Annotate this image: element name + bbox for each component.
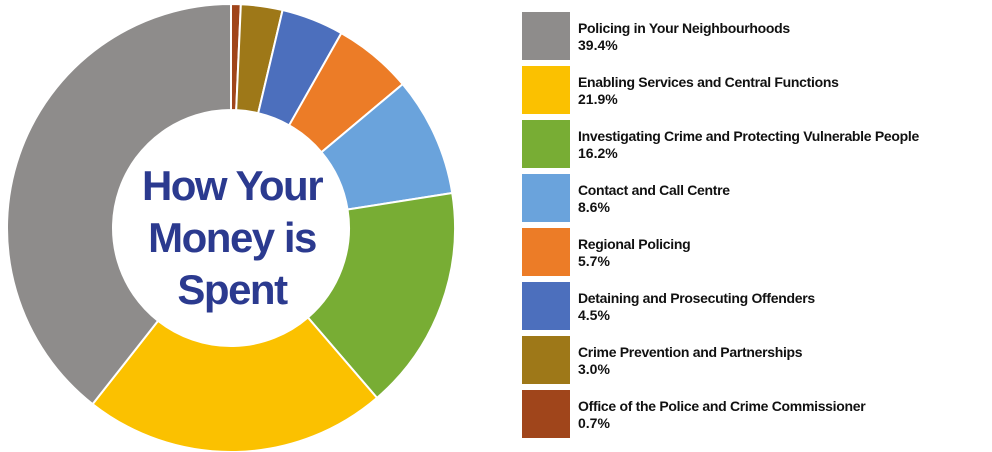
legend-swatch [522,390,570,438]
legend-item-regional-policing: Regional Policing 5.7% [522,228,988,276]
chart-title-line-3: Spent [177,266,288,313]
donut-slice-investigating-crime-and-protecting-vulnerable-people [306,191,456,400]
chart-title: How Your Money is Spent [112,160,352,316]
legend-swatch [522,228,570,276]
legend-item-opcc: Office of the Police and Crime Commissio… [522,390,988,438]
chart-title-line-1: How Your [141,162,324,209]
donut-chart [6,2,456,452]
legend-label: Regional Policing [578,236,691,252]
legend-label: Detaining and Prosecuting Offenders [578,290,815,306]
legend-item-investigating-crime: Investigating Crime and Protecting Vulne… [522,120,988,168]
legend-value: 21.9% [578,91,618,107]
legend-label: Contact and Call Centre [578,182,730,198]
legend-swatch [522,120,570,168]
donut-slice-enabling-services-and-central-functions [91,316,379,452]
legend-label: Crime Prevention and Partnerships [578,344,803,360]
chart-title-line-2: Money is [148,214,317,261]
legend-value: 4.5% [578,307,610,323]
legend-value: 5.7% [578,253,610,269]
legend-item-crime-prevention: Crime Prevention and Partnerships 3.0% [522,336,988,384]
legend-label: Investigating Crime and Protecting Vulne… [578,128,919,144]
legend-swatch [522,174,570,222]
legend-item-detaining-prosecuting: Detaining and Prosecuting Offenders 4.5% [522,282,988,330]
donut-slice-policing-in-your-neighbourhoods [6,2,232,406]
legend-swatch [522,336,570,384]
legend-item-policing-neighbourhoods: Policing in Your Neighbourhoods 39.4% [522,12,988,60]
legend-swatch [522,282,570,330]
legend-label: Office of the Police and Crime Commissio… [578,398,866,414]
legend-item-contact-call-centre: Contact and Call Centre 8.6% [522,174,988,222]
legend-item-enabling-services: Enabling Services and Central Functions … [522,66,988,114]
legend-swatch [522,12,570,60]
legend-value: 0.7% [578,415,610,431]
chart-legend: Policing in Your Neighbourhoods 39.4% En… [522,12,988,444]
legend-label: Policing in Your Neighbourhoods [578,20,790,36]
legend-swatch [522,66,570,114]
legend-label: Enabling Services and Central Functions [578,74,839,90]
legend-value: 3.0% [578,361,610,377]
legend-value: 16.2% [578,145,618,161]
legend-value: 39.4% [578,37,618,53]
legend-value: 8.6% [578,199,610,215]
